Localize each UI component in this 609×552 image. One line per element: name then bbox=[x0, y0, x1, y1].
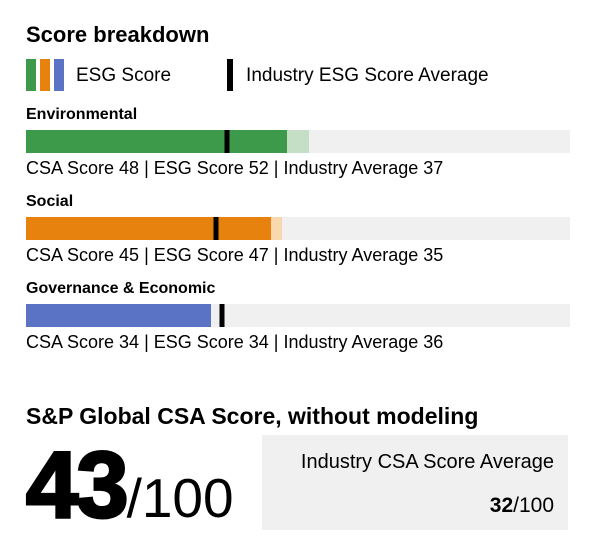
section-label: Environmental bbox=[26, 106, 138, 123]
industry-average-box-label: Industry CSA Score Average bbox=[300, 451, 554, 473]
industry-average-max: /100 bbox=[513, 494, 554, 517]
industry-average-marker-icon bbox=[227, 59, 234, 91]
industry-average-value: 32 bbox=[489, 494, 514, 517]
csa-score-fill bbox=[26, 304, 211, 327]
score-caption: CSA Score 48 | ESG Score 52 | Industry A… bbox=[26, 158, 444, 178]
csa-score-summary: 43 /100 Industry CSA Score Average 32/10… bbox=[0, 435, 609, 536]
section-label: Governance & Economic bbox=[26, 280, 216, 297]
section-social: Social CSA Score 45 | ESG Score 47 | Ind… bbox=[26, 193, 570, 266]
section-label: Social bbox=[26, 193, 74, 210]
csa-score: 43 /100 bbox=[25, 432, 234, 537]
csa-score-max: /100 bbox=[126, 467, 234, 529]
industry-average-marker bbox=[219, 304, 225, 327]
industry-average-box-value: 32/100 bbox=[276, 494, 554, 518]
page-title: Score breakdown bbox=[26, 22, 210, 47]
csa-score-heading: S&P Global CSA Score, without modeling bbox=[26, 403, 479, 429]
csa-score-fill bbox=[26, 130, 288, 153]
csa-score-fill bbox=[26, 217, 271, 240]
industry-average-marker bbox=[224, 130, 230, 153]
industry-average-box: Industry CSA Score Average 32/100 bbox=[262, 435, 568, 530]
legend: ESG Score Industry ESG Score Average bbox=[26, 59, 609, 91]
score-bar-track bbox=[26, 217, 570, 240]
industry-average-marker bbox=[213, 217, 219, 240]
score-bar-track bbox=[26, 304, 570, 327]
score-bar-track bbox=[26, 130, 570, 153]
csa-score-value: 43 bbox=[25, 432, 131, 537]
legend-industry-label: Industry ESG Score Average bbox=[246, 64, 489, 86]
score-caption: CSA Score 34 | ESG Score 34 | Industry A… bbox=[26, 332, 444, 352]
section-environmental: Environmental CSA Score 48 | ESG Score 5… bbox=[26, 106, 570, 179]
esg-score-swatch-icon bbox=[26, 59, 64, 91]
swatch-stripe-green bbox=[26, 59, 36, 91]
swatch-stripe-orange bbox=[40, 59, 50, 91]
section-governance-economic: Governance & Economic CSA Score 34 | ESG… bbox=[26, 280, 570, 353]
score-caption: CSA Score 45 | ESG Score 47 | Industry A… bbox=[26, 245, 444, 265]
swatch-stripe-blue bbox=[54, 59, 64, 91]
legend-esg-label: ESG Score bbox=[76, 64, 172, 86]
